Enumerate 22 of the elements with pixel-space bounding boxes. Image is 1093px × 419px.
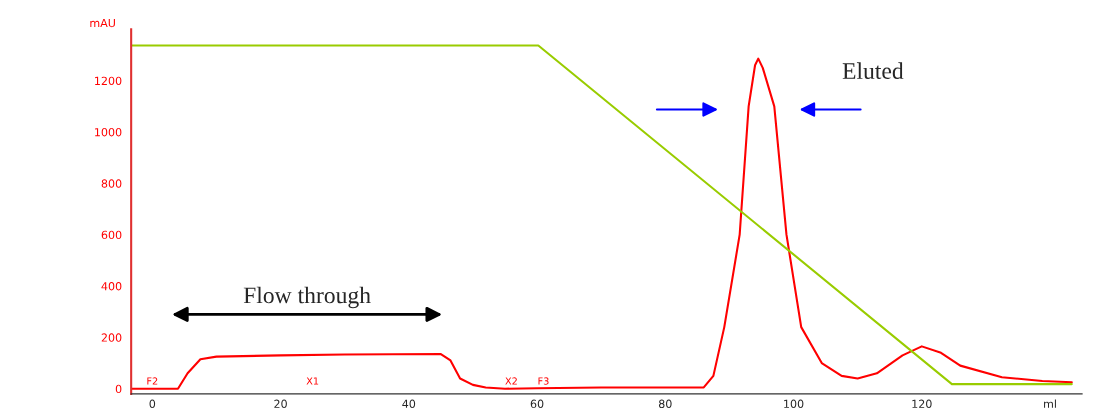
x-tick-label: 100	[784, 399, 804, 409]
x-tick-label: 40	[402, 399, 416, 409]
y-tick-label: 1000	[95, 127, 122, 137]
annotation: X1	[306, 377, 319, 385]
y-axis-title: mAU	[90, 18, 115, 28]
x-tick-label: 60	[530, 399, 544, 409]
y-tick-label: 400	[101, 282, 122, 291]
y-tick-label: 800	[101, 179, 122, 188]
x-tick-label: 0	[149, 399, 156, 409]
y-tick-label: 600	[101, 230, 122, 240]
annotation: Eluted	[842, 62, 904, 79]
annotation: X2	[505, 377, 517, 385]
x-tick-label: 80	[658, 399, 672, 409]
y-tick-label: 200	[101, 333, 122, 342]
y-tick-label: 0	[115, 384, 122, 394]
annotation: F2	[147, 377, 158, 385]
x-tick-label: 20	[274, 399, 287, 409]
annotation: F3	[538, 377, 549, 385]
annotation: Flow through	[243, 286, 371, 309]
x-tick-label: ml	[1044, 399, 1056, 408]
y-tick-label: 1200	[95, 76, 122, 86]
x-tick-label: 120	[912, 399, 932, 409]
